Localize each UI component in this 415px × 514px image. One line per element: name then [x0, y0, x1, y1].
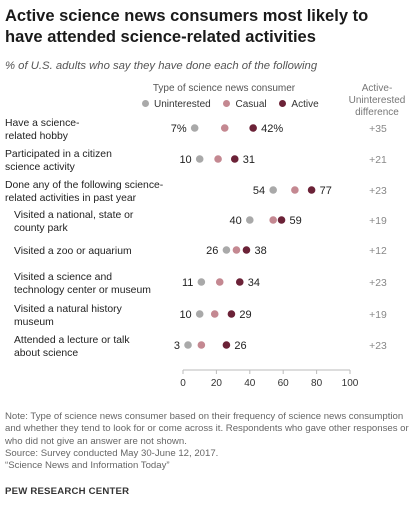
- brand-logo-text: PEW RESEARCH CENTER: [5, 486, 130, 497]
- legend-title: Type of science news consumer: [152, 83, 296, 94]
- dot-uninterested: [246, 216, 254, 224]
- legend-dot-uninterested: [142, 100, 149, 107]
- legend-label-active: Active: [291, 99, 319, 110]
- row-label: Visited a zoo or aquarium: [14, 246, 132, 257]
- dot-uninterested: [195, 155, 204, 163]
- x-tick-label: 100: [342, 378, 359, 389]
- dot-active: [222, 341, 231, 349]
- row-label: Done any of the following science-: [5, 180, 163, 191]
- row-label: about science: [14, 348, 78, 359]
- value-label-active: 29: [239, 309, 251, 321]
- chart-note: Note: Type of science news consumer base…: [5, 411, 409, 447]
- dot-active: [227, 310, 236, 318]
- legend-dot-active: [279, 100, 287, 107]
- value-label-uninterested: 11: [182, 277, 193, 289]
- value-label-active: 42%: [261, 123, 283, 135]
- chart-title: Active science news consumers most likel…: [5, 7, 369, 46]
- dot-casual: [291, 186, 299, 194]
- value-label-active: 31: [243, 154, 255, 166]
- value-label-active: 34: [248, 277, 260, 289]
- row-label: Visited a natural history: [14, 304, 123, 315]
- difference-value: +21: [369, 155, 387, 166]
- dot-active: [277, 216, 286, 224]
- value-label-uninterested: 10: [179, 154, 191, 166]
- legend-item-uninterested: Uninterested: [142, 99, 211, 110]
- value-label-uninterested: 54: [253, 185, 265, 197]
- difference-header-line-1: Active-: [361, 83, 393, 94]
- dot-casual: [197, 341, 206, 349]
- value-label-uninterested: 3: [174, 340, 180, 352]
- difference-value: +19: [369, 310, 387, 321]
- dot-active: [249, 124, 257, 132]
- dot-active: [242, 246, 251, 254]
- legend-label-casual: Casual: [235, 99, 267, 110]
- legend-item-casual: Casual: [223, 99, 267, 110]
- row-label: Attended a lecture or talk: [14, 335, 130, 346]
- value-label-uninterested: 40: [230, 215, 242, 227]
- x-tick-label: 80: [311, 378, 323, 389]
- dot-uninterested: [197, 278, 206, 286]
- dot-active: [230, 155, 239, 163]
- row-label: science activity: [5, 162, 76, 173]
- value-label-uninterested: 10: [179, 309, 191, 321]
- difference-value: +23: [369, 278, 387, 289]
- difference-value: +35: [369, 124, 387, 135]
- value-label-active: 59: [290, 215, 302, 227]
- chart-subtitle: % of U.S. adults who say they have done …: [5, 60, 318, 72]
- x-tick-label: 40: [244, 378, 256, 389]
- report-title: “Science News and Information Today”: [5, 460, 170, 471]
- x-tick-label: 60: [278, 378, 290, 389]
- legend-label-uninterested: Uninterested: [154, 99, 211, 110]
- value-label-active: 38: [254, 245, 266, 257]
- legend: Uninterested Casual Active: [142, 99, 342, 110]
- row-label: technology center or museum: [14, 285, 151, 296]
- dot-casual: [215, 278, 224, 286]
- row-label: related activities in past year: [5, 193, 137, 204]
- dot-plot: Have a science-related hobby 7% 42% +35 Part…: [5, 118, 387, 389]
- value-label-active: 26: [234, 340, 246, 352]
- dot-active: [235, 278, 244, 286]
- difference-header-line-3: difference: [355, 107, 399, 118]
- dot-active: [307, 186, 316, 194]
- value-label-uninterested: 26: [206, 245, 218, 257]
- legend-dot-casual: [223, 100, 231, 107]
- row-label: Participated in a citizen: [5, 149, 112, 160]
- row-label: related hobby: [5, 131, 69, 142]
- dot-uninterested: [222, 246, 231, 254]
- row-label: museum: [14, 317, 54, 328]
- difference-header-line-2: Uninterested: [348, 95, 406, 106]
- row-label: Visited a national, state or: [14, 210, 134, 221]
- dot-casual: [269, 216, 277, 224]
- dot-uninterested: [269, 186, 277, 194]
- legend-item-active: Active: [279, 99, 319, 110]
- x-tick-label: 20: [211, 378, 223, 389]
- x-tick-label: 0: [180, 378, 186, 389]
- difference-column-header: Active- Uninterested difference: [340, 83, 414, 119]
- dot-casual: [220, 124, 229, 132]
- source-line: Source: Survey conducted May 30-June 12,…: [5, 448, 219, 459]
- dot-casual: [214, 155, 222, 163]
- difference-value: +23: [369, 186, 387, 197]
- dot-uninterested: [190, 124, 199, 132]
- dot-casual: [210, 310, 219, 318]
- row-label: Visited a science and: [14, 272, 112, 283]
- row-label: county park: [14, 223, 69, 234]
- value-label-active: 77: [320, 185, 332, 197]
- difference-value: +23: [369, 341, 387, 352]
- dot-uninterested: [195, 310, 204, 318]
- difference-value: +19: [369, 216, 387, 227]
- difference-value: +12: [369, 246, 387, 257]
- dot-casual: [232, 246, 241, 254]
- row-label: Have a science-: [5, 118, 80, 129]
- value-label-uninterested: 7%: [171, 123, 187, 135]
- dot-uninterested: [184, 341, 192, 349]
